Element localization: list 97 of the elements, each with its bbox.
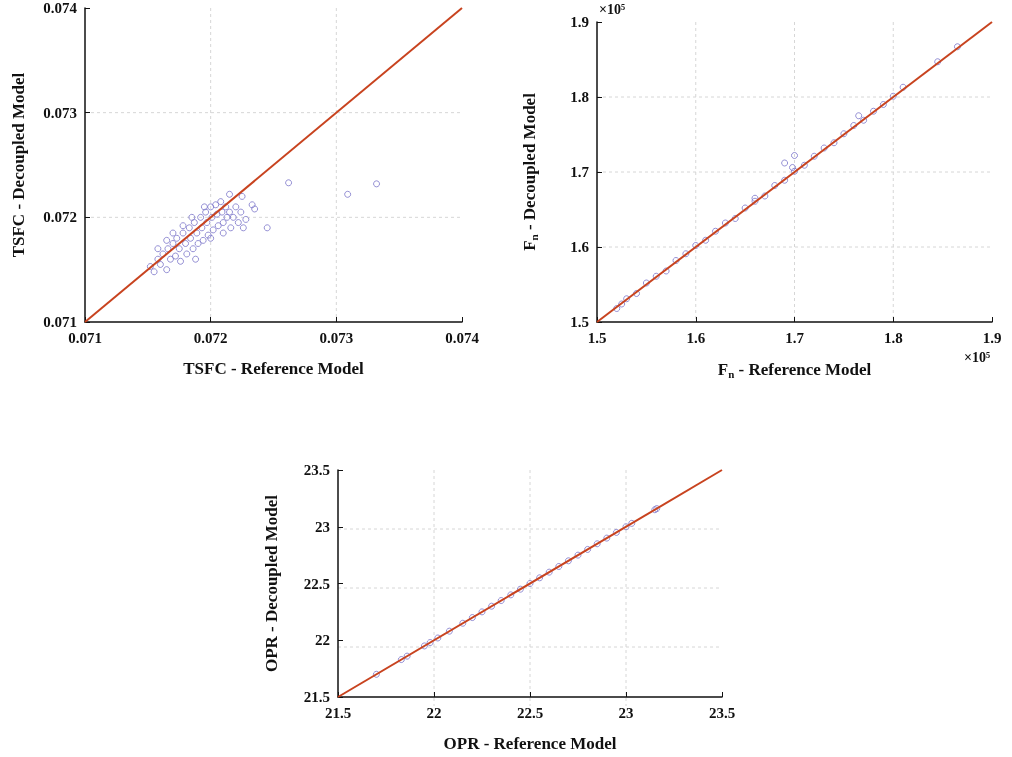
y-axis-title: TSFC - Decoupled Model bbox=[9, 72, 28, 258]
point bbox=[622, 523, 630, 531]
x-tick-label: 0.071 bbox=[68, 329, 102, 346]
point bbox=[850, 122, 858, 129]
point bbox=[781, 176, 789, 184]
point bbox=[628, 519, 636, 527]
point bbox=[618, 300, 626, 308]
x-tick-label: 1.8 bbox=[883, 329, 903, 346]
point bbox=[791, 167, 798, 175]
point bbox=[497, 597, 505, 605]
point bbox=[692, 242, 700, 249]
text: ×10⁵ bbox=[599, 1, 626, 17]
point bbox=[953, 43, 961, 51]
point bbox=[652, 272, 660, 280]
point bbox=[516, 585, 524, 593]
point bbox=[791, 152, 798, 159]
point bbox=[426, 639, 434, 647]
point bbox=[860, 116, 868, 124]
y-tick-label: 22 bbox=[315, 632, 330, 649]
point bbox=[800, 161, 808, 169]
y-tick-label: 0.073 bbox=[43, 104, 77, 121]
point bbox=[712, 227, 719, 235]
y-tick-label: 1.5 bbox=[570, 314, 589, 330]
point bbox=[564, 557, 572, 565]
point bbox=[633, 290, 640, 297]
point bbox=[623, 295, 631, 303]
y-tick-label: 0.071 bbox=[43, 314, 77, 330]
point bbox=[761, 192, 769, 200]
point bbox=[403, 652, 411, 660]
point bbox=[789, 164, 797, 171]
point bbox=[468, 614, 476, 622]
point bbox=[434, 634, 442, 642]
point bbox=[662, 267, 670, 275]
point bbox=[445, 627, 453, 635]
point bbox=[751, 197, 759, 205]
y-tick-label: 23 bbox=[315, 518, 330, 535]
point bbox=[420, 642, 428, 650]
y-tick-label: 0.072 bbox=[43, 209, 77, 226]
point bbox=[889, 92, 897, 100]
point bbox=[682, 250, 690, 258]
point bbox=[536, 574, 544, 582]
x-tick-label: 22.5 bbox=[516, 704, 544, 721]
point bbox=[855, 112, 863, 120]
x-tick-label: 1.9 bbox=[982, 329, 1002, 346]
y-tick-label: 1.7 bbox=[570, 164, 590, 180]
point bbox=[372, 670, 380, 678]
y-tick-label: 22.5 bbox=[303, 575, 330, 592]
y-tick-label: 23.5 bbox=[303, 462, 330, 478]
x-tick-label: 23 bbox=[618, 704, 634, 721]
y-tick-label: 0.074 bbox=[43, 0, 78, 16]
point bbox=[488, 602, 496, 610]
point bbox=[642, 279, 650, 287]
x-tick-label: 22 bbox=[426, 704, 442, 721]
y-tick-label: 1.8 bbox=[570, 89, 589, 105]
point bbox=[584, 545, 592, 553]
point bbox=[934, 58, 942, 66]
y-tick-label: 21.5 bbox=[303, 689, 330, 705]
x-tick-label: 1.7 bbox=[785, 329, 805, 346]
point bbox=[397, 656, 405, 664]
point bbox=[507, 591, 515, 599]
point bbox=[545, 568, 553, 576]
point bbox=[879, 101, 887, 108]
point bbox=[702, 236, 710, 244]
y-tick-label: 1.6 bbox=[570, 239, 590, 255]
point bbox=[603, 534, 611, 542]
y-tick-label: 1.9 bbox=[570, 14, 589, 30]
y-axis-title: OPR - Decoupled Model bbox=[262, 494, 281, 673]
point bbox=[771, 182, 779, 189]
point bbox=[751, 194, 759, 202]
point bbox=[613, 305, 621, 312]
point bbox=[478, 608, 486, 616]
point bbox=[612, 528, 620, 536]
point bbox=[870, 107, 877, 115]
point bbox=[672, 257, 680, 264]
point bbox=[830, 139, 838, 147]
x-tick-label: 23.5 bbox=[708, 704, 736, 721]
point bbox=[810, 152, 818, 160]
point bbox=[840, 130, 848, 138]
point bbox=[593, 540, 601, 548]
point bbox=[820, 144, 828, 152]
point bbox=[741, 204, 749, 212]
point bbox=[899, 83, 907, 91]
text: ×10⁵ bbox=[964, 349, 991, 365]
x-tick-label: 1.6 bbox=[686, 329, 706, 346]
point bbox=[574, 551, 582, 559]
point bbox=[526, 580, 534, 587]
point bbox=[555, 562, 563, 570]
x-tick-label: 0.072 bbox=[193, 329, 228, 346]
point bbox=[459, 619, 467, 627]
x-tick-label: 0.074 bbox=[445, 329, 480, 346]
point bbox=[781, 159, 789, 167]
y-axis-title: Fn - Decoupled Model bbox=[520, 92, 540, 251]
x-axis-title: OPR - Reference Model bbox=[443, 734, 617, 753]
x-axis-title: TSFC - Reference Model bbox=[183, 359, 365, 378]
x-tick-label: 1.5 bbox=[587, 329, 607, 346]
point bbox=[731, 215, 739, 222]
point bbox=[721, 219, 729, 227]
